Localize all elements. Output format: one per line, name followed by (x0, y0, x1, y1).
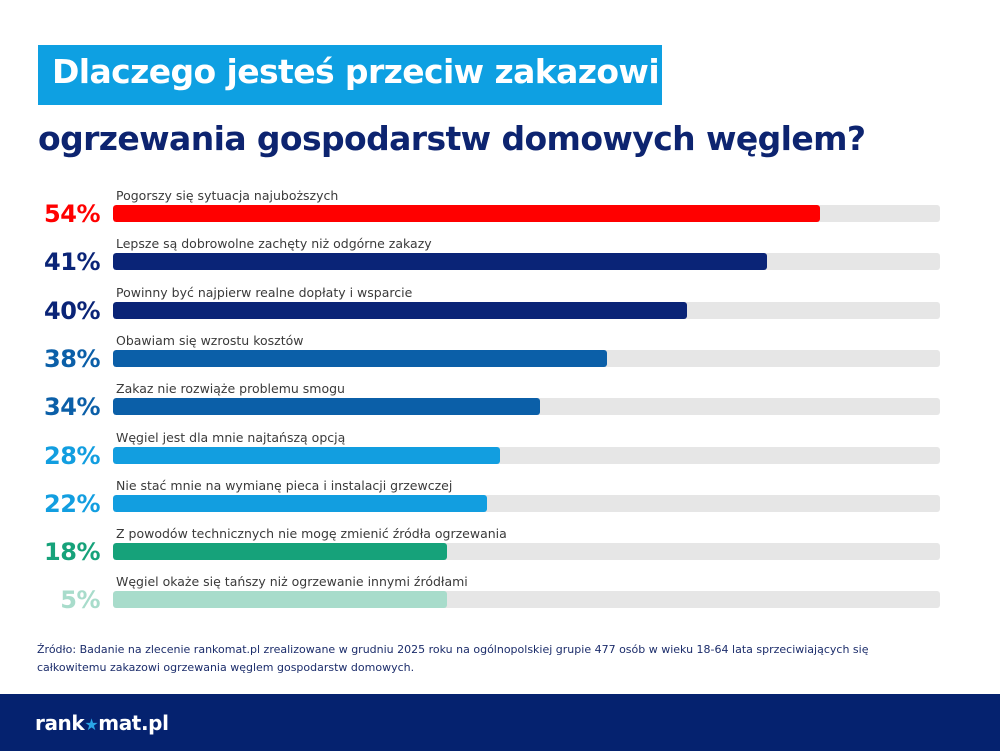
bar-track (113, 543, 940, 561)
data-label: 54% (44, 200, 100, 228)
chart-row: 22% Nie stać mnie na wymianę pieca i inst… (0, 475, 1000, 523)
bar-track (113, 446, 940, 464)
chart-row: 41% Lepsze są dobrowolne zachęty niż odgó… (0, 233, 1000, 281)
category-label: Węgiel jest dla mnie najtańszą opcją (116, 429, 346, 445)
logo-star-icon: ★ (84, 715, 99, 734)
category-label: Powinny być najpierw realne dopłaty i ws… (116, 284, 413, 300)
bar (113, 446, 501, 464)
bar-track (113, 301, 940, 319)
bar-track (113, 253, 940, 271)
bar-track (113, 494, 940, 512)
source-note: Źródło: Badanie na zlecenie rankomat.pl … (37, 643, 869, 674)
data-label: 41% (44, 248, 100, 277)
bar-track (113, 398, 940, 416)
category-label: Zakaz nie rozwiąże problemu smogu (116, 381, 345, 397)
data-label: 28% (44, 441, 100, 470)
category-label: Obawiam się wzrostu kosztów (116, 332, 304, 348)
category-label: Nie stać mnie na wymianę pieca i instala… (116, 477, 453, 493)
chart-row: 34% Zakaz nie rozwiąże problemu smogu (0, 378, 1000, 426)
bar (113, 349, 607, 367)
bar (113, 301, 687, 319)
rankomat-logo[interactable]: rank★mat.pl (35, 711, 169, 737)
data-label: 40% (44, 296, 100, 325)
data-label: 18% (44, 538, 100, 567)
title-banner (38, 45, 662, 105)
data-label: 34% (44, 393, 100, 422)
logo-text-left: rank (35, 711, 85, 735)
chart-row: 5% Węgiel okaże się tańszy niż ogrzewanie… (0, 571, 1000, 619)
logo-text-right: mat.pl (98, 711, 169, 735)
bar-track (113, 205, 940, 222)
footer-bar (0, 694, 1000, 751)
bar (113, 494, 487, 512)
data-label: 22% (44, 489, 100, 518)
bar-track (113, 591, 940, 609)
title-line-1: Dlaczego jesteś przeciw zakazowi (52, 52, 660, 91)
bar (113, 591, 448, 609)
chart-row: 18% Z powodów technicznych nie mogę zmien… (0, 523, 1000, 571)
bar (113, 543, 448, 561)
category-label: Z powodów technicznych nie mogę zmienić … (116, 526, 507, 542)
category-label: Lepsze są dobrowolne zachęty niż odgórne… (116, 236, 432, 252)
bar (113, 205, 821, 222)
category-label: Węgiel okaże się tańszy niż ogrzewanie i… (116, 574, 468, 590)
chart-row: 28% Węgiel jest dla mnie najtańszą opcją (0, 427, 1000, 475)
bar (113, 398, 540, 416)
data-label: 38% (44, 344, 100, 373)
chart-row: 54% Pogorszy się sytuacja najuboższych (0, 185, 1000, 233)
title-line-2: ogrzewania gospodarstw domowych węglem? (38, 119, 866, 158)
chart-row: 40% Powinny być najpierw realne dopłaty i… (0, 282, 1000, 330)
data-label: 5% (60, 586, 100, 615)
bar (113, 253, 768, 271)
chart-row: 38% Obawiam się wzrostu kosztów (0, 330, 1000, 378)
bar-track (113, 349, 940, 367)
category-label: Pogorszy się sytuacja najuboższych (116, 188, 339, 203)
